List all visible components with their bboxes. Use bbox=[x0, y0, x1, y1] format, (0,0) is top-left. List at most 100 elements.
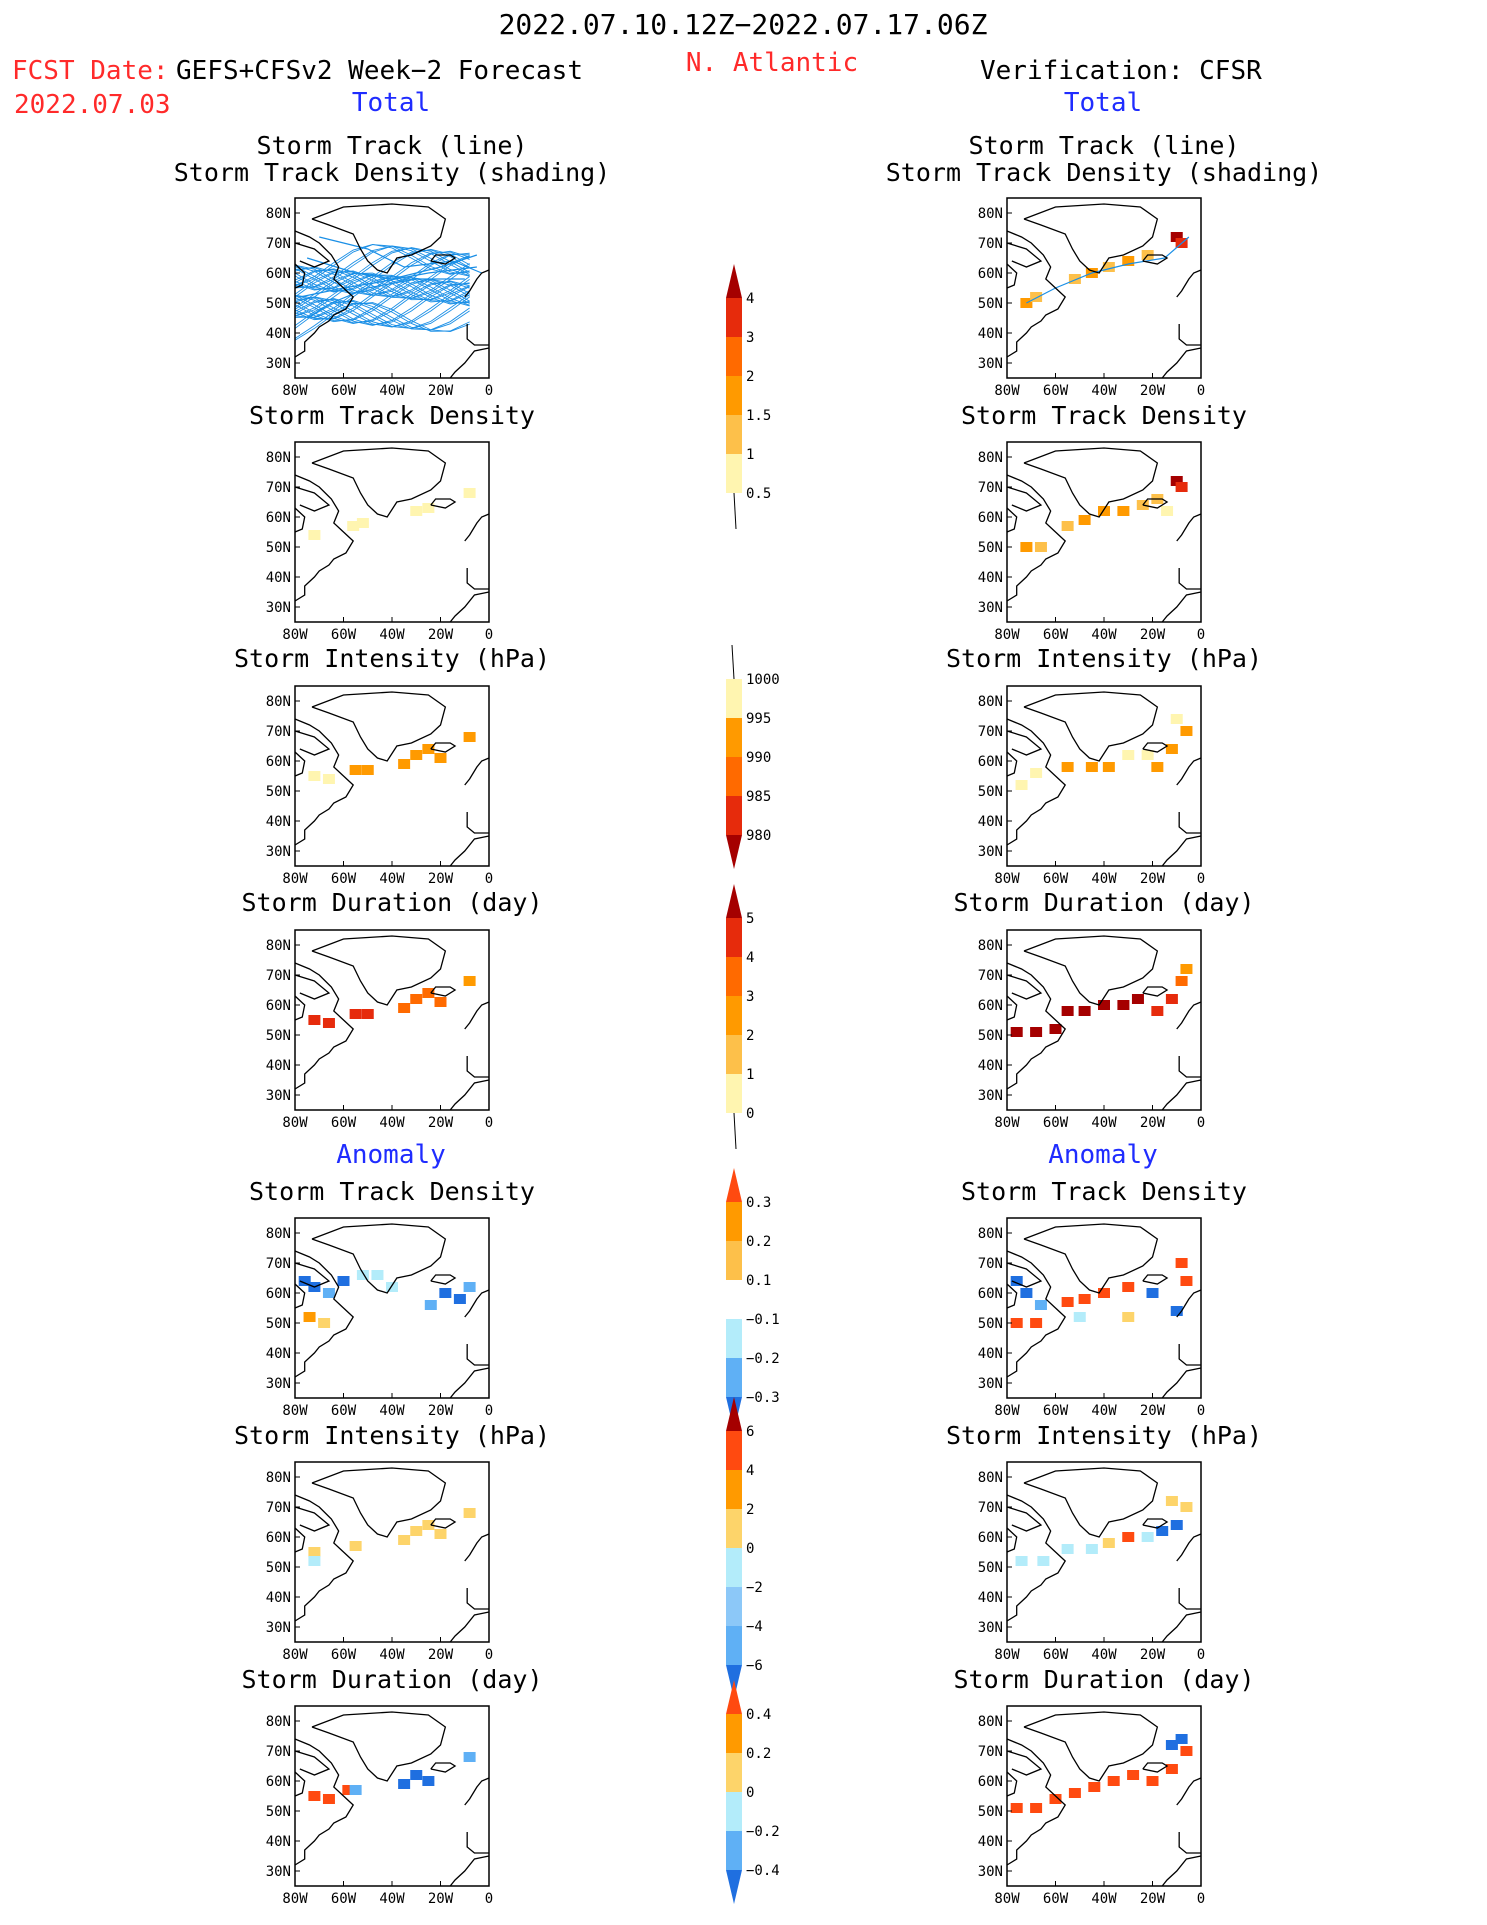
grid-cell bbox=[463, 488, 476, 498]
coastline bbox=[1161, 1079, 1202, 1111]
grid-cell bbox=[1117, 506, 1130, 516]
map-oa-duration: 80N 70N 60N 50N 40N 30N 80W 60W 40W 20W 0 bbox=[978, 1705, 1205, 1907]
lat-tick-label: 50N bbox=[978, 540, 1003, 556]
coastline bbox=[1006, 474, 1067, 602]
coastline bbox=[1176, 269, 1202, 298]
lon-tick-label: 40W bbox=[379, 1403, 405, 1419]
panel-subtitle: Storm Track Density (shading) bbox=[885, 158, 1323, 187]
lon-tick-label: 40W bbox=[1091, 871, 1117, 887]
colorbar-segment bbox=[726, 1753, 742, 1792]
lat-tick-label: 60N bbox=[266, 510, 291, 526]
lon-tick-label: 40W bbox=[1091, 1403, 1117, 1419]
coastline bbox=[294, 1750, 331, 1776]
coastline bbox=[449, 1079, 490, 1111]
lat-tick-label: 30N bbox=[266, 1864, 291, 1880]
grid-cell bbox=[1180, 964, 1193, 974]
colorbar-label: −0.4 bbox=[746, 1863, 780, 1879]
lon-tick-label: 60W bbox=[1043, 1115, 1069, 1131]
lon-tick-label: 60W bbox=[331, 1403, 357, 1419]
coastline bbox=[1023, 1223, 1159, 1294]
coastline bbox=[1161, 347, 1202, 379]
grid-cell bbox=[398, 759, 411, 769]
grid-cell bbox=[1151, 1006, 1164, 1016]
grid-cell bbox=[308, 1015, 321, 1025]
verification-label: Verification: CFSR bbox=[980, 56, 1262, 86]
panel-subtitle: Storm Track Density (shading) bbox=[173, 158, 611, 187]
lon-tick-label: 20W bbox=[1140, 383, 1166, 399]
lat-tick-label: 40N bbox=[266, 570, 291, 586]
map-frame bbox=[1006, 1461, 1202, 1643]
colorbar-cb-anom-density: 0.3 0.2 0.1 −0.1 −0.2 −0.3 bbox=[726, 1168, 780, 1431]
colorbar-segment bbox=[726, 1358, 742, 1397]
coastline bbox=[466, 1344, 489, 1366]
colorbar-segment bbox=[726, 298, 742, 337]
lat-tick-label: 30N bbox=[978, 1376, 1003, 1392]
colorbar-top-arrow bbox=[726, 884, 742, 918]
lat-tick-label: 80N bbox=[978, 450, 1003, 466]
colorbar-top-arrow bbox=[726, 1397, 742, 1431]
lon-tick-label: 0 bbox=[1197, 383, 1205, 399]
lat-tick-label: 80N bbox=[266, 450, 291, 466]
coastline bbox=[294, 1250, 355, 1378]
grid-cell bbox=[398, 1779, 411, 1789]
colorbar-segment bbox=[726, 1202, 742, 1241]
lon-tick-label: 80W bbox=[994, 871, 1020, 887]
lat-tick-label: 70N bbox=[266, 968, 291, 984]
colorbar-label: 0.4 bbox=[746, 1707, 771, 1723]
left-anomaly-label: Anomaly bbox=[336, 1140, 446, 1170]
grid-cell bbox=[1078, 1006, 1091, 1016]
colorbar-label: 1000 bbox=[746, 672, 780, 688]
panel-title: Storm Duration (day) bbox=[953, 1665, 1255, 1694]
coastline bbox=[466, 568, 489, 590]
coastline bbox=[466, 1588, 489, 1610]
coastline bbox=[1023, 691, 1159, 762]
map-frame bbox=[1006, 1705, 1202, 1887]
colorbar-label: 995 bbox=[746, 711, 771, 727]
colorbar-cb-anom-duration: 0.4 0.2 0 −0.2 −0.4 bbox=[726, 1680, 780, 1904]
lat-tick-label: 40N bbox=[978, 1590, 1003, 1606]
grid-cell bbox=[308, 1791, 321, 1801]
grid-cell bbox=[361, 765, 374, 775]
lon-tick-label: 80W bbox=[282, 1403, 308, 1419]
lat-tick-label: 80N bbox=[978, 206, 1003, 222]
lat-tick-label: 70N bbox=[266, 236, 291, 252]
coastline bbox=[1161, 1367, 1202, 1399]
lon-tick-label: 60W bbox=[331, 871, 357, 887]
colorbar-segment bbox=[726, 1548, 742, 1587]
lat-tick-label: 40N bbox=[978, 326, 1003, 342]
panel-title: Storm Track (line) bbox=[968, 131, 1240, 160]
colorbar-label: 3 bbox=[746, 330, 754, 346]
ensemble-track-line bbox=[294, 300, 470, 331]
lon-tick-label: 0 bbox=[1197, 1647, 1205, 1663]
lon-tick-label: 20W bbox=[1140, 627, 1166, 643]
coastline bbox=[430, 1762, 457, 1773]
colorbar-segment bbox=[726, 757, 742, 796]
left-total-label: Total bbox=[351, 88, 431, 118]
lon-tick-label: 0 bbox=[1197, 1403, 1205, 1419]
lat-tick-label: 80N bbox=[266, 1470, 291, 1486]
grid-cell bbox=[1078, 515, 1091, 525]
coastline bbox=[294, 1506, 331, 1532]
panel-title: Storm Track (line) bbox=[256, 131, 528, 160]
ensemble-track-line bbox=[294, 275, 470, 319]
grid-cell bbox=[1030, 1027, 1043, 1037]
lat-tick-label: 40N bbox=[266, 326, 291, 342]
panel-title: Storm Intensity (hPa) bbox=[945, 1421, 1263, 1450]
coastline bbox=[1161, 591, 1202, 623]
map-fc-track: 80N 70N 60N 50N 40N 30N 80W 60W 40W 20W 0 bbox=[266, 197, 493, 399]
ensemble-track-line bbox=[294, 271, 470, 301]
coastline bbox=[430, 254, 457, 265]
coastline bbox=[1142, 1518, 1169, 1529]
grid-cell bbox=[318, 1318, 331, 1328]
grid-cell bbox=[398, 1535, 411, 1545]
colorbar-label: −0.1 bbox=[746, 1312, 780, 1328]
coastline bbox=[464, 1289, 490, 1318]
lon-tick-label: 40W bbox=[379, 871, 405, 887]
coastline bbox=[1023, 1711, 1159, 1782]
grid-cell bbox=[1061, 521, 1074, 531]
lon-tick-label: 80W bbox=[994, 383, 1020, 399]
coastline bbox=[1006, 1494, 1067, 1622]
grid-cell bbox=[322, 1018, 335, 1028]
coastline bbox=[1006, 995, 1018, 1021]
lat-tick-label: 80N bbox=[978, 1714, 1003, 1730]
